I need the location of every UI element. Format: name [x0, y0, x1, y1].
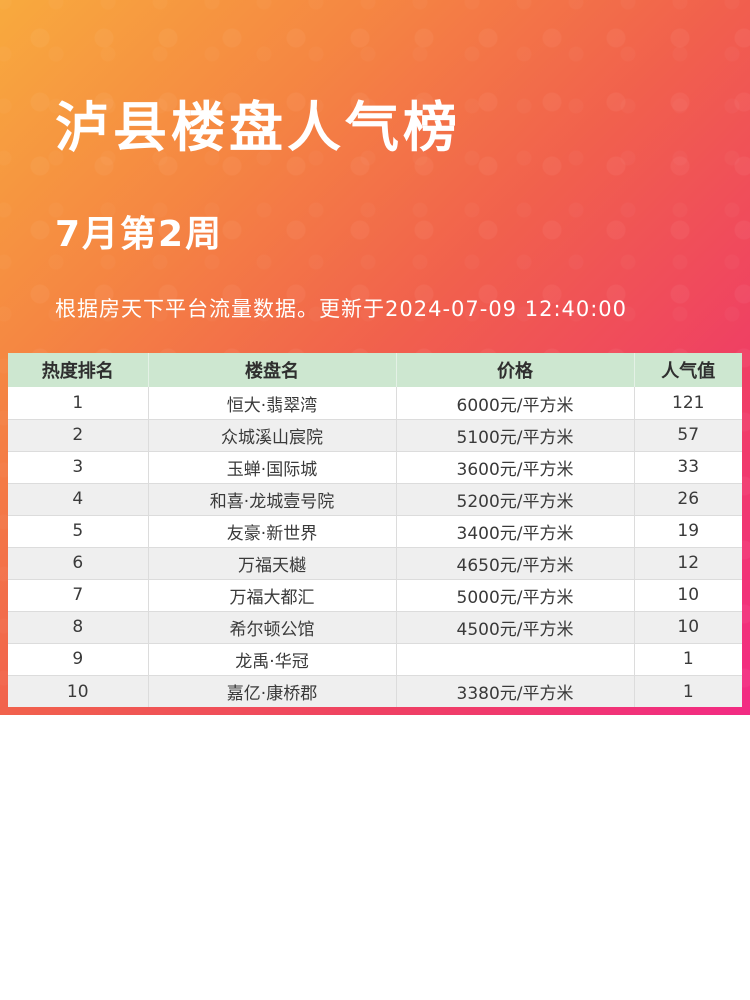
header-rank: 热度排名: [8, 353, 149, 388]
popularity-cell: 121: [634, 387, 742, 420]
poster-background: 泸县楼盘人气榜 7月第2周 根据房天下平台流量数据。更新于2024-07-09 …: [0, 0, 750, 715]
header-name: 楼盘名: [148, 353, 397, 388]
popularity-cell: 1: [634, 643, 742, 676]
table-row: 1 恒大·翡翠湾 6000元/平方米 121: [8, 387, 742, 420]
ranking-table: 热度排名 楼盘名 价格 人气值 1 恒大·翡翠湾 6000元/平方米 121 2 众城溪山…: [8, 353, 742, 708]
popularity-cell: 57: [634, 419, 742, 452]
price-cell: 5100元/平方米: [396, 419, 635, 452]
table-row: 8 希尔顿公馆 4500元/平方米 10: [8, 611, 742, 644]
table-body: 1 恒大·翡翠湾 6000元/平方米 121 2 众城溪山宸院 5100元/平方米 57 3 玉蝉…: [8, 387, 742, 708]
price-cell: 6000元/平方米: [396, 387, 635, 420]
popularity-cell: 12: [634, 547, 742, 580]
header-popularity: 人气值: [634, 353, 742, 388]
name-cell: 和喜·龙城壹号院: [148, 483, 397, 516]
popularity-cell: 10: [634, 611, 742, 644]
table-row: 4 和喜·龙城壹号院 5200元/平方米 26: [8, 483, 742, 516]
data-source-note: 根据房天下平台流量数据。更新于2024-07-09 12:40:00: [55, 296, 628, 321]
name-cell: 嘉亿·康桥郡: [148, 675, 397, 708]
popularity-cell: 33: [634, 451, 742, 484]
price-cell: 5200元/平方米: [396, 483, 635, 516]
name-cell: 希尔顿公馆: [148, 611, 397, 644]
table-row: 2 众城溪山宸院 5100元/平方米 57: [8, 419, 742, 452]
period-subtitle: 7月第2周: [55, 213, 224, 255]
rank-cell: 6: [8, 547, 149, 580]
table-row: 9 龙禹·华冠 1: [8, 643, 742, 676]
name-cell: 万福大都汇: [148, 579, 397, 612]
rank-cell: 1: [8, 387, 149, 420]
popularity-cell: 26: [634, 483, 742, 516]
name-cell: 友豪·新世界: [148, 515, 397, 548]
popularity-cell: 19: [634, 515, 742, 548]
price-cell: 3380元/平方米: [396, 675, 635, 708]
bottom-whitespace: [0, 715, 750, 1000]
rank-cell: 7: [8, 579, 149, 612]
name-cell: 恒大·翡翠湾: [148, 387, 397, 420]
header-price: 价格: [396, 353, 635, 388]
popularity-cell: 1: [634, 675, 742, 708]
name-cell: 龙禹·华冠: [148, 643, 397, 676]
table-header: 热度排名 楼盘名 价格 人气值: [8, 353, 742, 388]
popularity-cell: 10: [634, 579, 742, 612]
page-title: 泸县楼盘人气榜: [55, 96, 461, 159]
rank-cell: 3: [8, 451, 149, 484]
name-cell: 众城溪山宸院: [148, 419, 397, 452]
table-row: 7 万福大都汇 5000元/平方米 10: [8, 579, 742, 612]
rank-cell: 8: [8, 611, 149, 644]
price-cell: 4650元/平方米: [396, 547, 635, 580]
name-cell: 玉蝉·国际城: [148, 451, 397, 484]
rank-cell: 9: [8, 643, 149, 676]
price-cell: 4500元/平方米: [396, 611, 635, 644]
price-cell: 3400元/平方米: [396, 515, 635, 548]
table-row: 5 友豪·新世界 3400元/平方米 19: [8, 515, 742, 548]
table-row: 10 嘉亿·康桥郡 3380元/平方米 1: [8, 675, 742, 708]
rank-cell: 10: [8, 675, 149, 708]
table-row: 6 万福天樾 4650元/平方米 12: [8, 547, 742, 580]
price-cell: 3600元/平方米: [396, 451, 635, 484]
price-cell: 5000元/平方米: [396, 579, 635, 612]
price-cell: [396, 643, 635, 676]
table-row: 3 玉蝉·国际城 3600元/平方米 33: [8, 451, 742, 484]
rank-cell: 2: [8, 419, 149, 452]
rank-cell: 4: [8, 483, 149, 516]
rank-cell: 5: [8, 515, 149, 548]
name-cell: 万福天樾: [148, 547, 397, 580]
